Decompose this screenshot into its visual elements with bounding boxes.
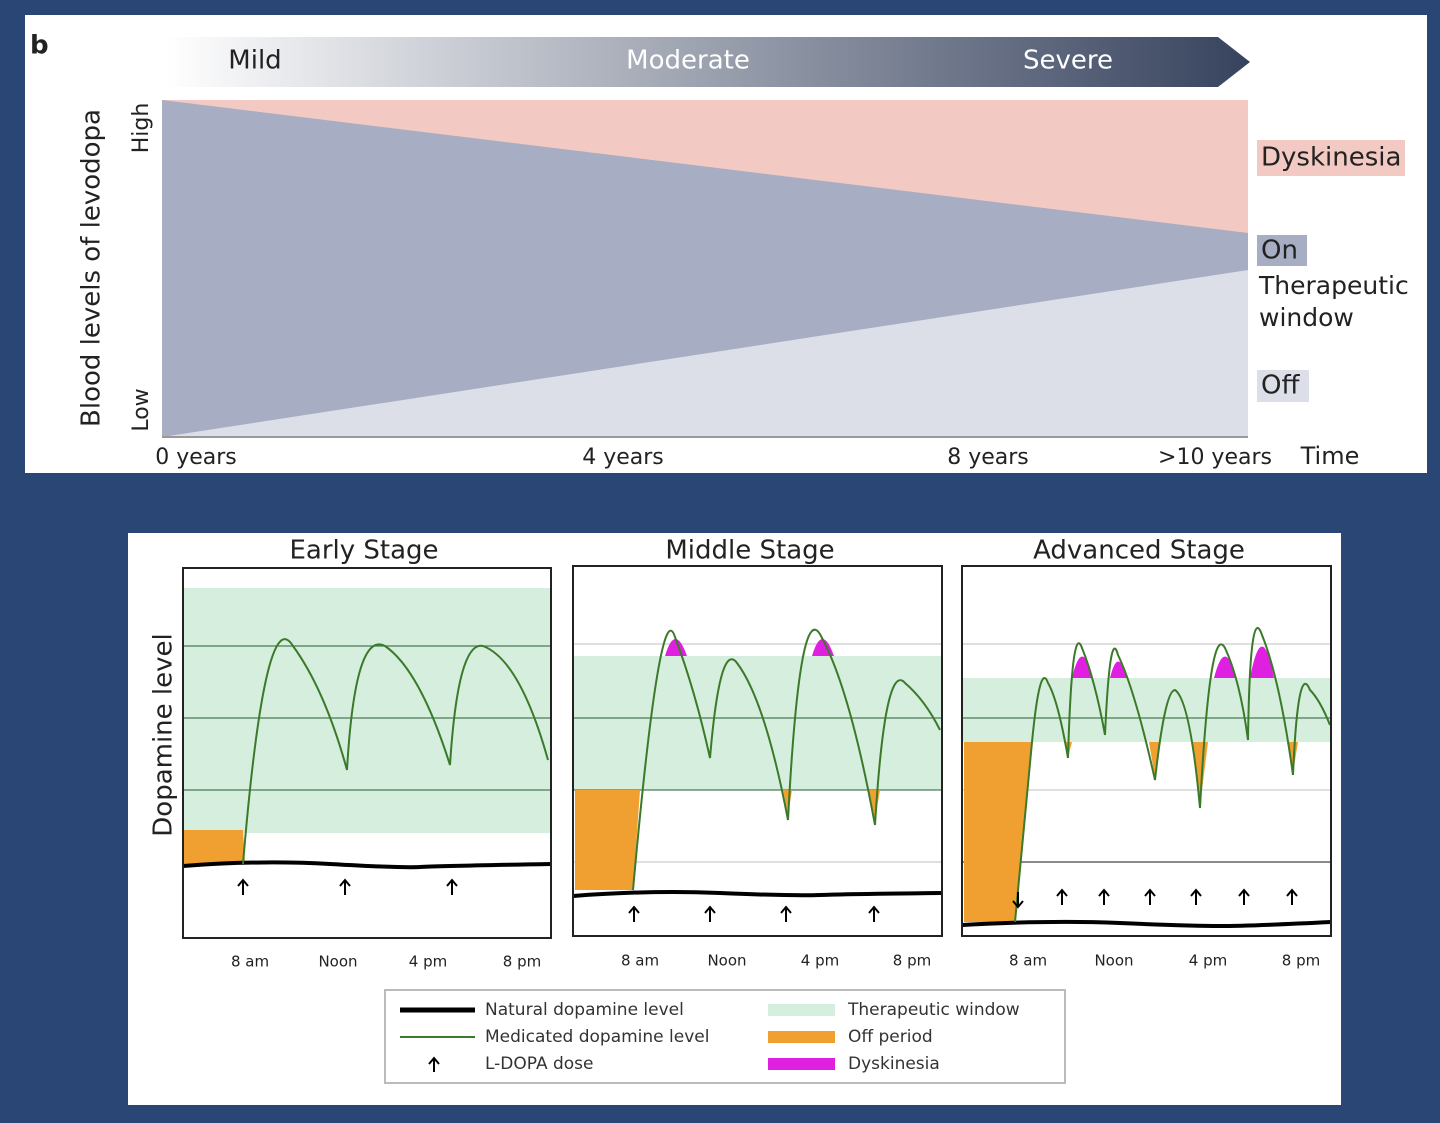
time-tick: 8 am [621,952,659,970]
time-label: 4 years [582,445,664,470]
off-region [162,270,1248,437]
legend-label: Dyskinesia [848,1054,940,1074]
region-label: Therapeutic window [1259,271,1409,332]
dyskinesia [1110,661,1127,678]
medicated-level [1014,627,1331,923]
time-tick: 4 pm [1189,952,1227,970]
legend-swatch [768,1004,835,1016]
dyskinesia-box [1257,140,1405,176]
on-box [1257,235,1307,266]
therapeutic-window [183,588,551,833]
legend-label: Natural dopamine level [485,1000,684,1020]
time-label: 8 years [947,445,1029,470]
off-period [183,830,245,864]
time-label: >10 years [1158,445,1272,470]
dose-arrows [1012,888,1298,909]
time-tick: 8 pm [503,953,541,971]
panel-title: Early Stage [289,536,438,566]
off-period [964,742,1032,922]
time-axis-label: Time [1300,442,1360,470]
panel-title: Middle Stage [665,536,834,566]
legend-label: Therapeutic window [847,1000,1020,1020]
time-tick: 8 pm [893,952,931,970]
region-label: On [1261,236,1298,266]
legend-swatch [768,1031,835,1043]
grid [183,645,551,791]
y-axis-label: Blood levels of levodopa [77,109,107,427]
panel-label: b [30,31,49,61]
dose-arrows [628,905,880,922]
stage-label: Moderate [626,46,750,76]
time-tick: 8 am [1009,952,1047,970]
dyskinesia [665,639,687,656]
legend-label: Medicated dopamine level [485,1027,709,1047]
time-tick: 4 pm [801,952,839,970]
time-tick: Noon [1094,952,1133,970]
legend-label: Off period [848,1027,933,1047]
medicated-level [242,638,549,865]
plot-frame [961,565,1332,937]
stage-label: Mild [228,46,281,76]
dyskinesia [1072,656,1093,678]
time-tick: Noon [318,953,357,971]
legend [384,989,1066,1084]
panel-title: Advanced Stage [1033,536,1245,566]
plot-frame [182,567,552,939]
off-period [1149,742,1160,778]
therapeutic-window [962,678,1331,742]
off-period [575,790,640,890]
time-tick: 8 pm [1282,952,1320,970]
time-label: 0 years [155,445,237,470]
off-box [1257,370,1309,402]
dose-arrows [237,878,458,895]
region-label: Dyskinesia [1261,143,1401,173]
natural-level [182,860,552,870]
stage-arrow [165,37,1250,87]
natural-level [961,919,1332,929]
y-low: Low [129,388,154,431]
therapeutic-window [573,656,942,790]
legend-swatch [428,1056,440,1072]
y-axis-label: Dopamine level [149,633,179,836]
stage-label: Severe [1023,46,1113,76]
legend-swatch [768,1058,835,1070]
y-high: High [129,103,154,154]
time-tick: 4 pm [409,953,447,971]
time-tick: Noon [707,952,746,970]
time-tick: 8 am [231,953,269,971]
natural-level [572,890,943,898]
medicated-level [632,628,941,891]
plot-frame [572,565,943,937]
region-label: Off [1261,371,1300,401]
legend-label: L-DOPA dose [485,1054,593,1074]
